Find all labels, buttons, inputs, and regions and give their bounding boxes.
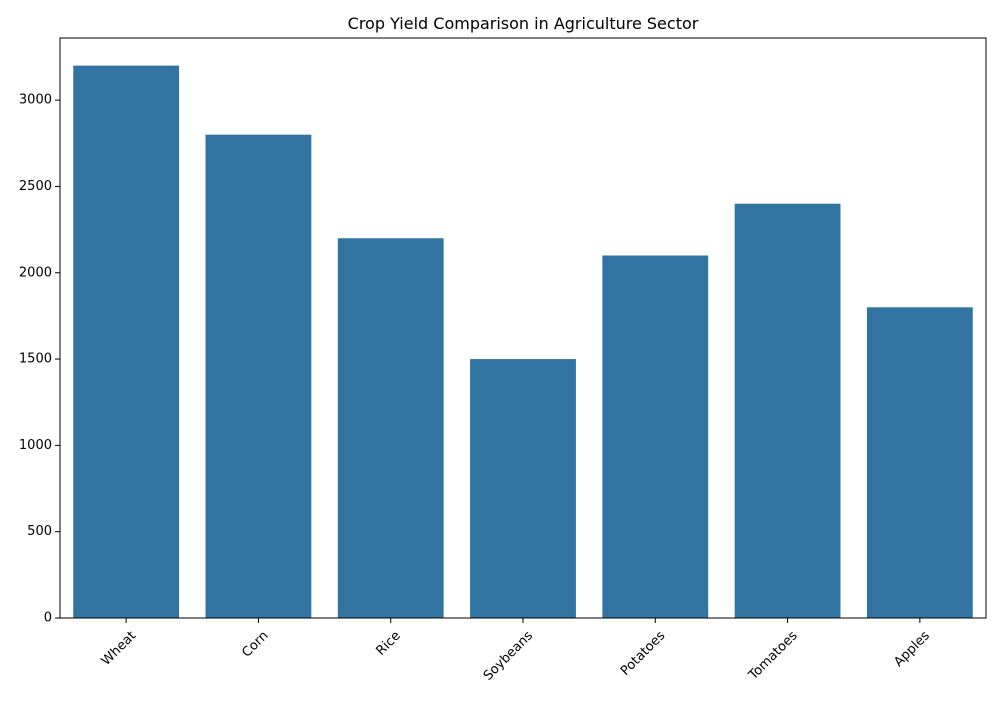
plot-frame bbox=[59, 37, 987, 619]
y-tick-label: 1000 bbox=[19, 438, 52, 453]
y-tick-label: 1500 bbox=[19, 352, 52, 367]
bar-rice bbox=[337, 238, 444, 619]
y-tick-label: 2500 bbox=[19, 179, 52, 194]
x-tick-label: Soybeans bbox=[481, 628, 536, 683]
x-tick-label: Rice bbox=[374, 628, 404, 658]
chart-title: Crop Yield Comparison in Agriculture Sec… bbox=[348, 14, 699, 33]
y-tick-label: 0 bbox=[44, 611, 52, 626]
x-tick-label: Apples bbox=[891, 628, 933, 670]
x-tick-label: Potatoes bbox=[618, 628, 669, 679]
y-tick-label: 2000 bbox=[19, 265, 52, 280]
bar-tomatoes bbox=[734, 203, 841, 618]
y-tick-label: 3000 bbox=[19, 93, 52, 108]
bar-apples bbox=[866, 307, 973, 618]
bar-corn bbox=[205, 134, 312, 619]
bar-soybeans bbox=[470, 359, 576, 618]
x-tick-label: Wheat bbox=[99, 628, 139, 668]
bar-potatoes bbox=[602, 255, 709, 618]
x-tick-label: Corn bbox=[239, 628, 271, 660]
bar-wheat bbox=[73, 65, 180, 619]
y-tick-label: 500 bbox=[27, 524, 52, 539]
x-tick-label: Tomatoes bbox=[745, 628, 800, 683]
bars-layer bbox=[73, 65, 973, 619]
